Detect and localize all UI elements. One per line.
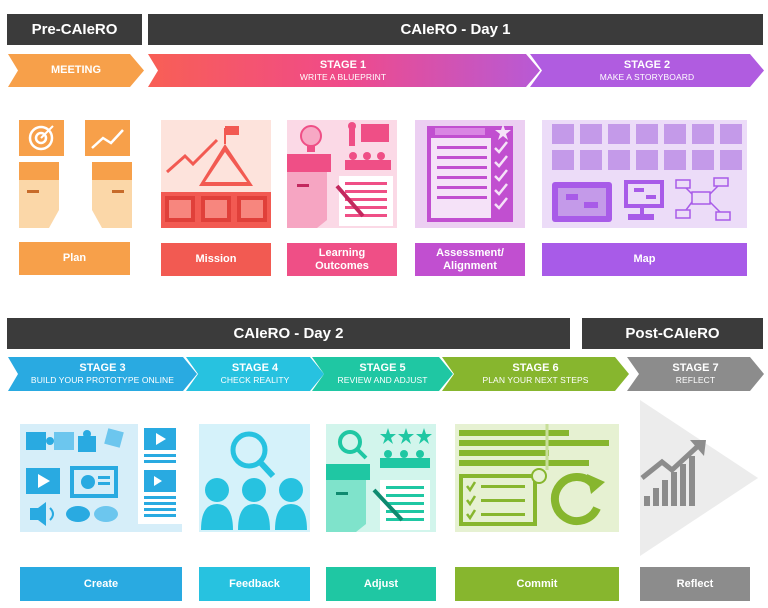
adjust-illustration <box>326 424 436 532</box>
stage-2-title: STAGE 2 <box>623 58 671 71</box>
label-plan: Plan <box>19 242 130 275</box>
label-reflect: Reflect <box>640 567 750 601</box>
stage-6-arrow: STAGE 6 PLAN YOUR NEXT STEPS <box>442 357 629 391</box>
stage-3-title: STAGE 3 <box>79 362 126 374</box>
stage-meeting-arrow: MEETING <box>8 54 144 87</box>
stage-5-subtitle: REVIEW AND ADJUST <box>337 375 428 385</box>
lightbulb-icon <box>300 125 322 147</box>
assessment-illustration <box>415 120 525 228</box>
commit-illustration <box>455 424 619 532</box>
label-create: Create <box>20 567 182 601</box>
reflect-illustration <box>640 400 758 556</box>
refresh-icon <box>550 473 605 525</box>
feedback-illustration <box>199 424 310 532</box>
chart-up-icon <box>91 129 124 149</box>
stage-1-arrow: STAGE 1 WRITE A BLUEPRINT <box>148 54 540 87</box>
stars-icon <box>380 428 432 444</box>
people-icon <box>201 478 307 530</box>
stage-4-title: STAGE 4 <box>231 362 279 374</box>
target-icon <box>28 125 54 151</box>
stage-3-arrow: STAGE 3 BUILD YOUR PROTOTYPE ONLINE <box>8 357 197 391</box>
stage-5-arrow: STAGE 5 REVIEW AND ADJUST <box>312 357 453 391</box>
header-caiero-day2: CAIeRO - Day 2 <box>7 318 570 349</box>
stage-7-title: STAGE 7 <box>672 362 719 374</box>
stage-2-subtitle: MAKE A STORYBOARD <box>599 71 695 82</box>
plan-illustration <box>19 118 132 228</box>
mission-illustration <box>161 120 271 228</box>
stage-4-arrow: STAGE 4 CHECK REALITY <box>186 357 324 391</box>
label-learning-outcomes: Learning Outcomes <box>287 243 397 276</box>
stage-2-arrow: STAGE 2 MAKE A STORYBOARD <box>530 54 764 87</box>
puzzle-icon <box>26 428 124 452</box>
checklist-icon <box>494 141 508 210</box>
stage-meeting-title: MEETING <box>50 64 102 76</box>
label-feedback: Feedback <box>199 567 310 601</box>
stage-1-subtitle: WRITE A BLUEPRINT <box>299 71 387 82</box>
stage-7-subtitle: REFLECT <box>675 375 716 385</box>
header-caiero-day1: CAIeRO - Day 1 <box>148 14 763 45</box>
label-mission: Mission <box>161 243 271 276</box>
stage-7-arrow: STAGE 7 REFLECT <box>627 357 764 391</box>
star-icon <box>495 124 511 140</box>
label-map: Map <box>542 243 747 276</box>
growth-chart-icon <box>640 440 706 506</box>
gantt-icon <box>459 430 609 466</box>
label-commit: Commit <box>455 567 619 601</box>
label-adjust: Adjust <box>326 567 436 601</box>
stage-5-title: STAGE 5 <box>359 362 406 374</box>
mountain-flag-icon <box>199 126 253 186</box>
magnifier-icon <box>230 431 276 479</box>
stage-4-subtitle: CHECK REALITY <box>220 375 290 385</box>
stage-6-title: STAGE 6 <box>512 362 559 374</box>
storyboard-icon <box>542 120 747 228</box>
video-icon <box>26 468 60 494</box>
label-assessment-alignment: Assessment/ Alignment <box>415 243 525 276</box>
header-pre-caiero: Pre-CAIeRO <box>7 14 142 45</box>
learning-outcomes-illustration <box>287 120 397 228</box>
stage-6-subtitle: PLAN YOUR NEXT STEPS <box>482 375 589 385</box>
create-illustration <box>20 424 182 532</box>
header-post-caiero: Post-CAIeRO <box>582 318 763 349</box>
map-illustration <box>542 120 747 228</box>
stage-3-subtitle: BUILD YOUR PROTOTYPE ONLINE <box>30 375 175 385</box>
stage-1-title: STAGE 1 <box>319 58 367 71</box>
